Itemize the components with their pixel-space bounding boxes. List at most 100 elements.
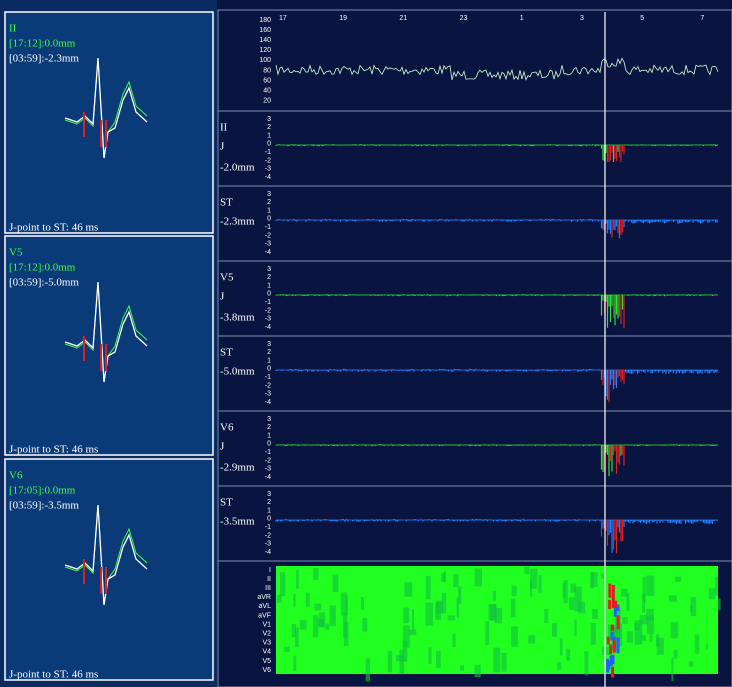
strip-tick-label: -3	[265, 166, 271, 173]
st-map-shade	[341, 592, 348, 616]
st-map-shade	[528, 635, 536, 644]
st-map-shade	[689, 605, 693, 612]
st-map-shade	[590, 572, 598, 588]
st-map-shade	[673, 649, 678, 659]
st-map-shade	[296, 570, 299, 589]
st-map-shade	[485, 621, 490, 645]
st-map-shade	[345, 595, 348, 616]
st-map-event	[609, 655, 613, 667]
st-map-event	[607, 660, 611, 670]
reference-value: [17:12]:0.0mm	[9, 262, 76, 274]
strip-label: V5	[220, 272, 234, 284]
st-map-shade	[592, 609, 598, 619]
strip-tick-label: 3	[267, 116, 271, 123]
st-map-shade	[313, 568, 319, 581]
lead-row-label: V1	[262, 621, 271, 628]
strip-tick-label: -1	[265, 299, 271, 306]
strip-tick-label: 2	[267, 349, 271, 356]
reference-value: [17:12]:0.0mm	[9, 38, 76, 50]
strip-tick-label: -3	[265, 316, 271, 323]
st-map-event	[608, 599, 612, 610]
reference-value: [17:05]:0.0mm	[9, 485, 76, 497]
st-map-event	[616, 604, 620, 612]
strip-tick-label: -2	[265, 157, 271, 164]
st-map-shade	[443, 571, 446, 583]
strip-tick-label: -1	[265, 224, 271, 231]
st-map-shade	[511, 585, 517, 596]
st-map-shade	[314, 603, 322, 611]
st-map-event	[610, 624, 614, 631]
st-map-event	[612, 639, 616, 653]
st-map-shade	[717, 598, 721, 611]
strip-tick-label: 2	[267, 124, 271, 131]
strip-tick-label: -2	[265, 307, 271, 314]
st-map-shade	[295, 627, 299, 648]
st-map-shade	[671, 657, 674, 681]
st-map-shade	[457, 586, 462, 604]
lead-row-label: V5	[262, 658, 271, 665]
current-value: [03:59]:-2.3mm	[9, 53, 79, 65]
st-map-shade	[574, 619, 577, 636]
st-map-shade	[639, 615, 648, 625]
strip-tick-label: -1	[265, 524, 271, 531]
st-map-shade	[404, 582, 413, 597]
strip-tick-label: 3	[267, 416, 271, 423]
strip-tick-label: 0	[267, 516, 271, 523]
strip-tick-label: -4	[265, 549, 271, 556]
strip-tick-label: 3	[267, 191, 271, 198]
st-map-shade	[425, 575, 431, 600]
st-map-shade	[293, 656, 297, 672]
lead-row-label: aVR	[257, 594, 271, 601]
strip-tick-label: -1	[265, 449, 271, 456]
st-map-shade	[642, 593, 646, 613]
hr-tick-label: 120	[259, 47, 271, 54]
time-label: 21	[399, 15, 407, 22]
hr-tick-label: 180	[259, 17, 271, 24]
strip-value: -2.9mm	[220, 462, 255, 474]
st-map-shade	[387, 650, 393, 673]
hr-tick-label: 80	[263, 67, 271, 74]
st-map-shade	[305, 592, 310, 607]
strip-tick-label: -3	[265, 391, 271, 398]
st-map-event	[606, 636, 610, 645]
lead-label: V5	[9, 247, 23, 259]
time-label: 1	[520, 15, 524, 22]
st-map-shade	[510, 598, 516, 618]
strip-tick-label: -3	[265, 466, 271, 473]
strip-tick-label: 0	[267, 291, 271, 298]
st-map-shade	[642, 576, 646, 602]
st-map-shade	[670, 622, 679, 639]
st-map-shade	[646, 615, 655, 635]
st-map-shade	[425, 602, 434, 626]
strip-tick-label: 0	[267, 441, 271, 448]
time-label: 7	[700, 15, 704, 22]
strip-tick-label: -3	[265, 541, 271, 548]
strip-label: II	[220, 122, 228, 134]
beat-panel	[4, 235, 214, 456]
st-map-shade	[396, 655, 404, 662]
st-map-shade	[641, 635, 646, 641]
st-map-shade	[655, 634, 660, 647]
st-map-shade	[492, 590, 496, 601]
strip-sublabel: J	[220, 291, 225, 303]
st-map-event	[611, 592, 615, 609]
st-map-shade	[501, 652, 507, 672]
st-map-shade	[675, 576, 682, 582]
time-label: 17	[279, 15, 287, 22]
strip-value: -2.0mm	[220, 162, 255, 174]
strip-tick-label: 1	[267, 132, 271, 139]
st-map-shade	[452, 634, 456, 648]
strip-tick-label: -2	[265, 382, 271, 389]
strip-tick-label: 3	[267, 266, 271, 273]
st-map-shade	[530, 568, 538, 589]
st-map-shade	[456, 597, 460, 618]
footer-text: J-point to ST: 46 ms	[9, 222, 98, 234]
st-map-shade	[562, 583, 566, 598]
lead-label: II	[9, 23, 17, 35]
st-map-shade	[293, 594, 296, 607]
st-map-event	[609, 644, 613, 655]
strip-tick-label: 3	[267, 491, 271, 498]
st-map-shade	[621, 588, 628, 597]
hr-tick-label: 60	[263, 77, 271, 84]
